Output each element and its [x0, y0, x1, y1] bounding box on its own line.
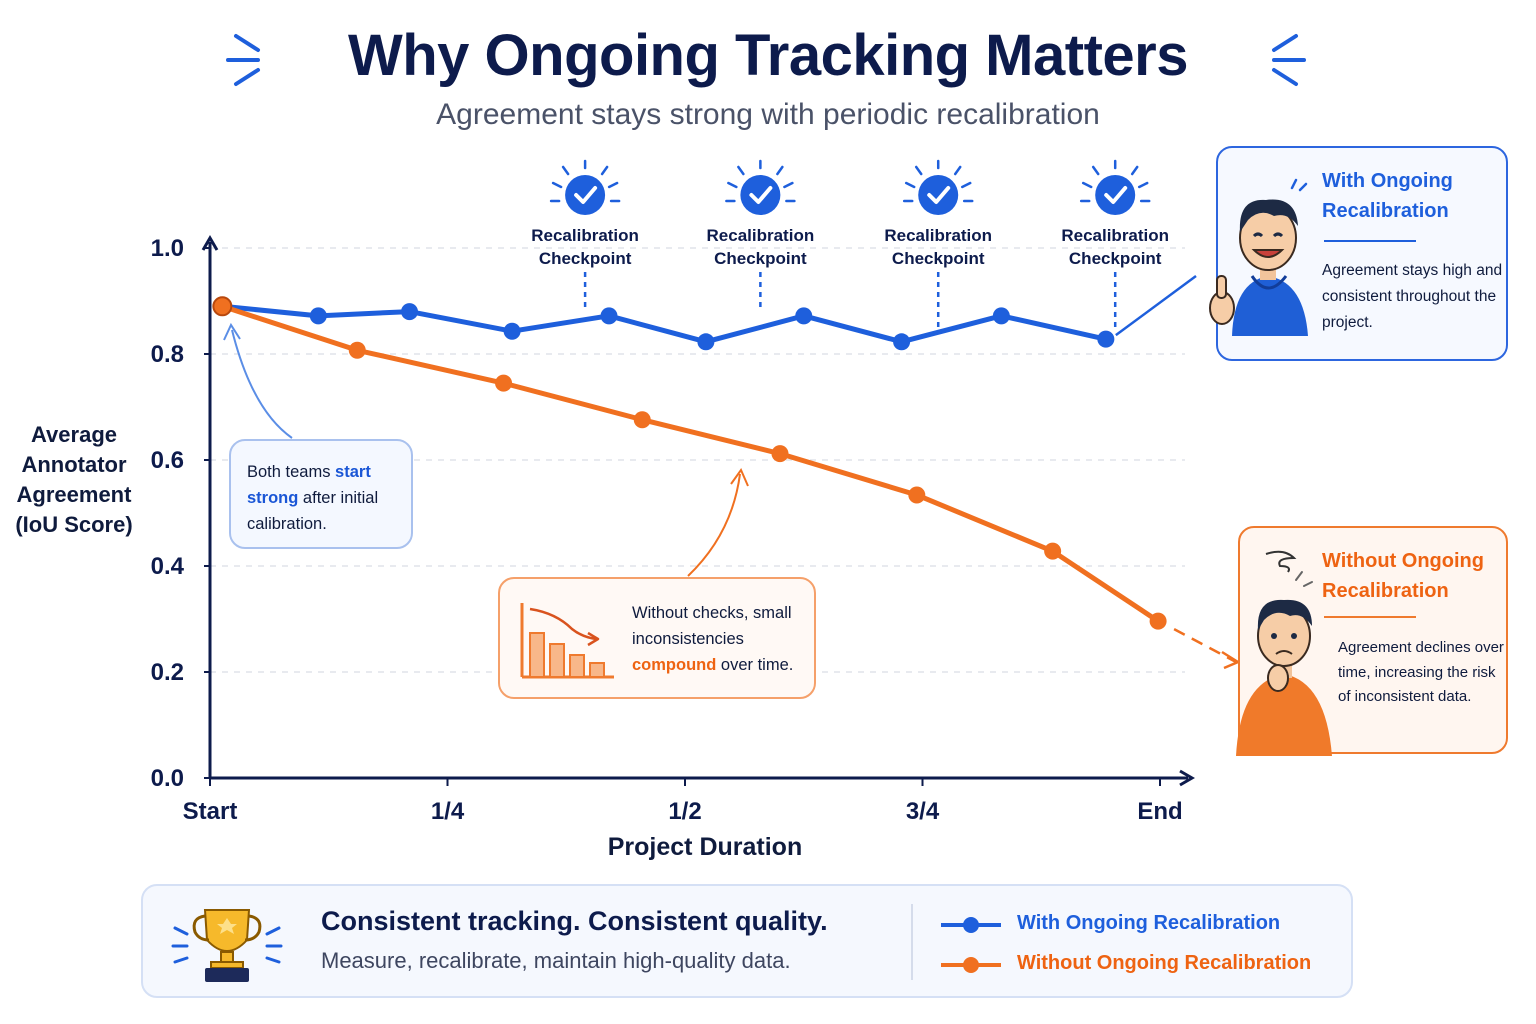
title-underline	[1324, 616, 1416, 618]
panel-connector-with	[1115, 274, 1197, 337]
checkpoint-label-line1: Recalibration	[884, 226, 992, 245]
without-panel-body: Agreement declines over time, increasing…	[1338, 639, 1504, 705]
checkmark	[574, 186, 598, 204]
recalibration-checkpoint: Recalibration Checkpoint	[707, 159, 815, 308]
page-title: Why Ongoing Tracking Matters	[348, 23, 1188, 88]
check-circle-icon	[740, 175, 781, 215]
checkpoint-label-line1: Recalibration	[1061, 226, 1169, 245]
legend-item-with: With Ongoing Recalibration	[939, 910, 1280, 940]
x-tick-label: 3/4	[906, 798, 940, 825]
sparkle-icon	[1079, 159, 1151, 203]
with-recalibration-panel: With Ongoing Recalibration Agreement sta…	[1209, 146, 1508, 361]
checkpoint-label-line1: Recalibration	[707, 226, 815, 245]
y-axis-title: Average Annotator Agreement (IoU Score)	[15, 422, 133, 537]
compound-note: Without checks, small inconsistencies co…	[498, 577, 816, 699]
panel-connector-without	[1173, 628, 1237, 664]
declining-bars-icon	[520, 603, 614, 679]
recalibration-checkpoint: Recalibration Checkpoint	[884, 159, 992, 334]
sparkle-icon	[902, 159, 974, 203]
y-tick-label: 1.0	[151, 235, 184, 262]
x-tick-label: 1/2	[668, 798, 701, 825]
sparkle-icon	[549, 159, 621, 203]
legend-item-without: Without Ongoing Recalibration	[939, 950, 1311, 980]
checkmark	[1104, 186, 1128, 204]
data-point-without	[633, 411, 651, 429]
data-point-with	[697, 333, 715, 351]
checkpoint-label-line2: Checkpoint	[714, 249, 807, 268]
title-underline	[1324, 240, 1416, 242]
y-tick-label: 0.4	[151, 553, 185, 580]
data-point-with	[1097, 330, 1115, 348]
footer-divider	[911, 904, 913, 980]
x-tick-label: 1/4	[431, 798, 465, 825]
footer-subline: Measure, recalibrate, maintain high-qual…	[321, 948, 791, 973]
data-point-with	[795, 307, 813, 325]
x-axis-arrow	[1179, 769, 1195, 787]
check-circle-icon	[565, 175, 606, 215]
recalibration-checkpoint: Recalibration Checkpoint	[1061, 159, 1169, 332]
x-axis-title: Project Duration	[607, 833, 803, 861]
worried-person-icon	[1236, 550, 1332, 756]
data-point-with	[600, 307, 618, 325]
legend-label-with: With Ongoing Recalibration	[1017, 912, 1281, 934]
start-note-arrow	[231, 329, 293, 439]
y-tick-label: 0.6	[151, 447, 184, 474]
series-line-without	[219, 303, 1161, 624]
data-point-without	[495, 374, 513, 392]
with-panel-body: Agreement stays high and consistent thro…	[1322, 262, 1503, 331]
x-tick-label: End	[1137, 798, 1182, 825]
data-point-with	[309, 307, 327, 325]
data-point-with	[401, 303, 418, 321]
start-note-arrowhead	[223, 322, 241, 341]
checkpoint-label-line2: Checkpoint	[1069, 249, 1162, 268]
compound-note-arrowhead	[730, 467, 749, 487]
without-panel-title: Without Ongoing Recalibration	[1322, 550, 1484, 602]
y-axis-arrow	[201, 235, 219, 251]
y-tick-label: 0.0	[151, 765, 184, 792]
start-strong-note: Both teams start strong after initial ca…	[229, 439, 413, 549]
footer-headline: Consistent tracking. Consistent quality.	[321, 906, 828, 936]
without-recalibration-panel: Without Ongoing Recalibration Agreement …	[1236, 526, 1508, 756]
with-panel-title: With Ongoing Recalibration	[1322, 170, 1453, 222]
checkpoint-label-line1: Recalibration	[531, 226, 639, 245]
checkpoint-label-line2: Checkpoint	[892, 249, 985, 268]
data-point-with	[893, 333, 911, 351]
data-point-with	[503, 322, 521, 340]
y-tick-label: 0.8	[151, 341, 184, 368]
legend-swatch-with	[941, 917, 1001, 933]
recalibration-checkpoint: Recalibration Checkpoint	[531, 159, 639, 308]
summary-footer: Consistent tracking. Consistent quality.…	[141, 884, 1353, 998]
page-subtitle: Agreement stays strong with periodic rec…	[436, 98, 1100, 131]
data-point-without	[348, 341, 366, 359]
checkmark	[749, 186, 773, 204]
sparkle-right-icon	[1272, 34, 1306, 86]
trophy-icon	[171, 909, 283, 982]
compound-note-arrow	[687, 473, 741, 577]
check-circle-icon	[1095, 175, 1136, 215]
data-point-without	[1149, 612, 1167, 630]
data-point-without	[908, 486, 926, 504]
data-point-with	[992, 307, 1010, 325]
happy-person-icon	[1209, 199, 1308, 336]
check-circle-icon	[918, 175, 959, 215]
checkpoint-label-line2: Checkpoint	[539, 249, 632, 268]
sparkle-left-icon	[226, 34, 260, 86]
sparkle-icon	[1290, 178, 1308, 192]
series-line-with	[219, 303, 1109, 345]
legend-swatch-without	[941, 957, 1001, 973]
data-point-without	[212, 296, 233, 317]
sparkle-icon	[725, 159, 796, 203]
checkmark	[927, 186, 951, 204]
legend-label-without: Without Ongoing Recalibration	[1017, 952, 1312, 974]
x-tick-label: Start	[183, 798, 238, 825]
data-point-without	[1044, 542, 1062, 560]
y-tick-label: 0.2	[151, 659, 184, 686]
data-point-without	[771, 445, 789, 463]
